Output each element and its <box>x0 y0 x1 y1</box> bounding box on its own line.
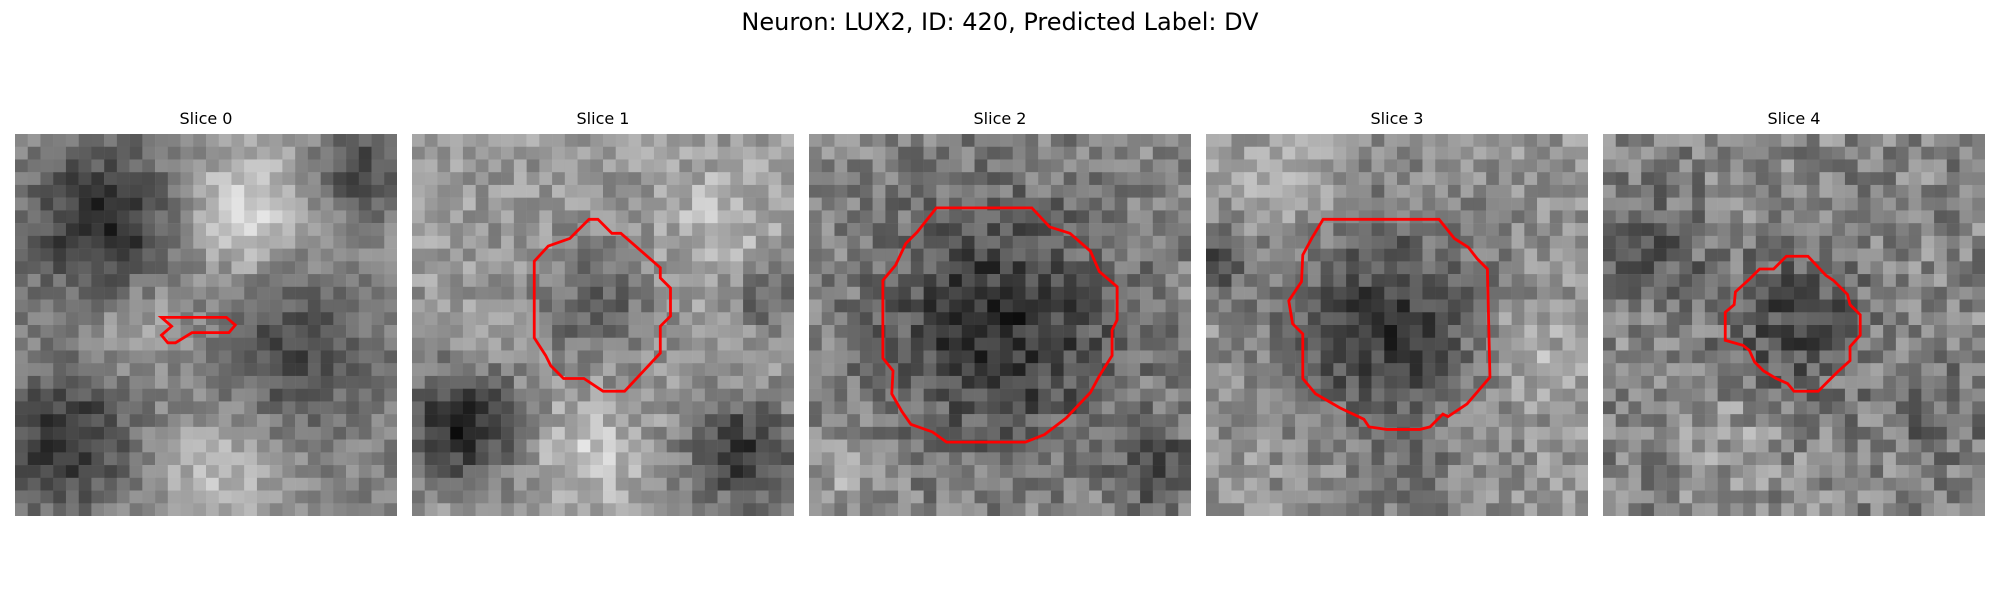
slice-panel-3: Slice 3 <box>1206 108 1588 520</box>
roi-contour <box>881 206 1119 444</box>
slice-panel-4: Slice 4 <box>1603 108 1985 520</box>
slice-title: Slice 3 <box>1370 109 1424 128</box>
figure-title: Neuron: LUX2, ID: 420, Predicted Label: … <box>741 8 1259 36</box>
roi-contour <box>532 217 672 393</box>
slice-image <box>1206 134 1588 516</box>
slice-image <box>15 134 397 516</box>
slice-title: Slice 0 <box>179 109 233 128</box>
slice-panel-1: Slice 1 <box>412 108 794 520</box>
slice-image <box>412 134 794 516</box>
slice-title: Slice 2 <box>973 109 1027 128</box>
roi-contour <box>1287 217 1492 431</box>
slice-title: Slice 1 <box>576 109 630 128</box>
slice-image <box>809 134 1191 516</box>
slice-title: Slice 4 <box>1767 109 1821 128</box>
roi-contour <box>157 315 238 345</box>
roi-contour <box>1723 254 1862 393</box>
slice-panel-0: Slice 0 <box>15 108 397 520</box>
slice-image <box>1603 134 1985 516</box>
slice-panel-2: Slice 2 <box>809 108 1191 520</box>
